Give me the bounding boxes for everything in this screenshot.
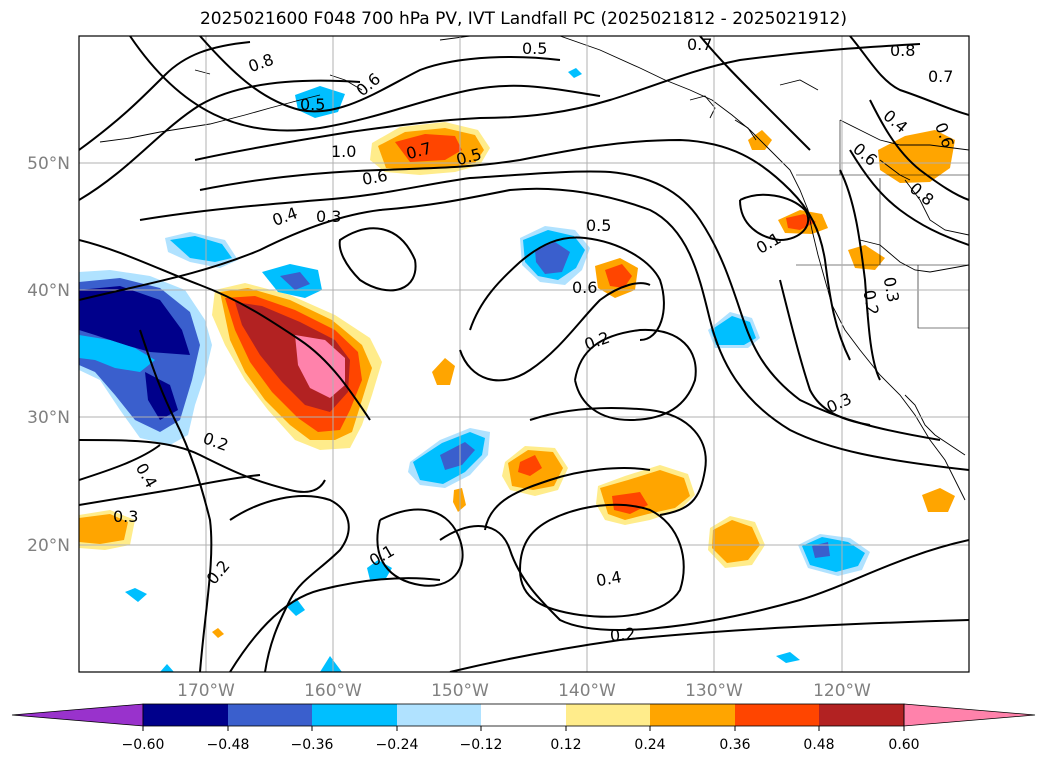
- lon-label-160w: 160°W: [304, 681, 362, 701]
- lon-label-140w: 140°W: [558, 681, 616, 701]
- contour-label: 0.5: [586, 216, 611, 235]
- lon-label-130w: 130°W: [685, 681, 743, 701]
- contour-label: 0.7: [687, 35, 712, 54]
- colorbar-segment: [819, 704, 904, 726]
- colorbar-tick-label: 0.12: [550, 737, 581, 753]
- lon-label-120w: 120°W: [813, 681, 871, 701]
- map-frame: [78, 35, 970, 673]
- pv-contours: [79, 36, 969, 672]
- colorbar: −0.60 −0.48 −0.36 −0.24 −0.12 0.12 0.24 …: [11, 703, 1036, 753]
- contour-label: 0.3: [113, 507, 138, 526]
- colorbar-tick-label: −0.24: [376, 737, 419, 753]
- coastlines: [99, 36, 969, 501]
- colorbar-tick-label: 0.36: [719, 737, 750, 753]
- lon-label-150w: 150°W: [431, 681, 489, 701]
- colorbar-extend-max: [903, 703, 1036, 727]
- contour-label: 0.5: [522, 39, 547, 58]
- colorbar-segment: [481, 704, 566, 726]
- contour-label: 0.4: [595, 567, 623, 590]
- map-title: 2025021600 F048 700 hPa PV, IVT Landfall…: [199, 9, 847, 29]
- colorbar-tick-label: −0.60: [122, 737, 165, 753]
- contour-label: 0.6: [572, 278, 597, 297]
- colorbar-tick-label: −0.36: [291, 737, 334, 753]
- colorbar-extend-min: [11, 703, 144, 727]
- map-area: 0.8 0.5 0.7 0.8 0.7 0.6 0.5 1.0 0.7 0.5 …: [79, 35, 969, 672]
- colorbar-segment: [650, 704, 735, 726]
- colorbar-segment: [566, 704, 650, 726]
- lat-label-50n: 50°N: [27, 154, 70, 174]
- longitude-labels: 170°W 160°W 150°W 140°W 130°W 120°W: [177, 681, 871, 701]
- contour-label: 0.8: [890, 41, 915, 60]
- colorbar-tick-label: 0.48: [803, 737, 834, 753]
- colorbar-tick-label: 0.24: [634, 737, 665, 753]
- contour-label: 0.5: [300, 95, 325, 114]
- lat-label-30n: 30°N: [27, 408, 70, 428]
- colorbar-segment: [397, 704, 481, 726]
- colorbar-tick-label: −0.12: [460, 737, 503, 753]
- contour-label: 0.2: [859, 288, 882, 316]
- lon-label-170w: 170°W: [177, 681, 235, 701]
- contour-label: 0.6: [361, 166, 389, 189]
- contour-label: 1.0: [331, 142, 356, 161]
- colorbar-segment: [312, 704, 397, 726]
- contour-label: 0.2: [609, 624, 636, 645]
- colorbar-segment: [735, 704, 819, 726]
- latitude-labels: 50°N 40°N 30°N 20°N: [27, 154, 70, 556]
- gridlines: [79, 36, 969, 672]
- lat-label-20n: 20°N: [27, 536, 70, 556]
- contour-label: 0.3: [316, 207, 341, 226]
- contour-label: 0.7: [928, 67, 953, 86]
- lat-label-40n: 40°N: [27, 281, 70, 301]
- colorbar-tick-label: 0.60: [888, 737, 919, 753]
- colorbar-tick-label: −0.48: [207, 737, 250, 753]
- colorbar-segment: [228, 704, 312, 726]
- colorbar-segment: [143, 704, 228, 726]
- contour-label: 0.3: [880, 275, 903, 303]
